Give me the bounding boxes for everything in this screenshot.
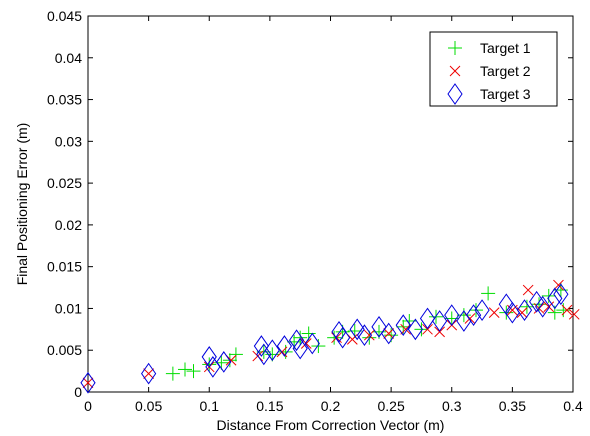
data-point (276, 335, 293, 357)
data-point (292, 337, 308, 360)
data-point (288, 329, 305, 352)
data-point (228, 347, 243, 362)
y-tick-label: 0 (74, 384, 82, 400)
data-point (469, 303, 483, 318)
data-point (300, 338, 312, 349)
x-tick-label: 0.4 (563, 398, 583, 414)
data-point (474, 299, 490, 321)
data-point (488, 307, 500, 318)
data-point (395, 314, 411, 337)
legend-label-target-1: Target 1 (480, 40, 531, 56)
legend-marker-3 (447, 83, 463, 105)
y-axis-label: Final Positioning Error (m) (14, 123, 30, 286)
data-point (516, 307, 528, 318)
data-point (201, 346, 217, 368)
x-tick-label: 0.2 (321, 398, 341, 414)
legend-markers (447, 41, 463, 105)
data-point (178, 362, 192, 377)
data-point (516, 299, 533, 321)
data-point (253, 335, 269, 357)
y-tick-label: 0.005 (47, 342, 82, 358)
data-point (543, 301, 555, 313)
data-point (371, 315, 387, 338)
data-point (535, 295, 551, 318)
x-tick-label: 0.15 (256, 398, 283, 414)
y-axis-ticks: 0 0.005 0.01 0.015 0.02 0.025 0.03 0.035 0.04 0.0… (47, 8, 573, 400)
x-tick-label: 0.1 (200, 398, 220, 414)
y-tick-label: 0.01 (55, 300, 82, 316)
x-tick-label: 0.05 (135, 398, 162, 414)
data-point (561, 304, 573, 316)
legend-marker-1 (448, 41, 462, 55)
data-point (556, 303, 571, 318)
data-point (465, 304, 482, 327)
data-point (327, 330, 342, 345)
data-point (335, 326, 351, 349)
legend-box (429, 31, 558, 107)
data-point (304, 332, 320, 355)
data-point (216, 351, 232, 373)
data-point (256, 343, 272, 366)
data-point (349, 318, 365, 341)
x-axis-label: Distance From Correction Vector (m) (217, 417, 445, 433)
data-point (568, 308, 580, 320)
data-point (141, 362, 157, 385)
x-tick-label: 0.3 (442, 398, 462, 414)
data-point (202, 357, 217, 372)
data-point (356, 324, 373, 347)
data-points (80, 279, 580, 394)
x-tick-label: 0.25 (378, 398, 405, 414)
data-point (400, 323, 412, 335)
data-point (186, 364, 201, 379)
data-point (82, 377, 94, 389)
data-point (363, 329, 375, 341)
y-tick-label: 0.015 (47, 259, 82, 275)
legend-label-target-2: Target 2 (480, 63, 531, 79)
data-point (414, 322, 429, 337)
data-point (407, 318, 423, 341)
data-point (499, 305, 514, 320)
y-tick-label: 0.03 (55, 133, 82, 149)
x-tick-label: 0.35 (499, 398, 526, 414)
data-point (383, 328, 395, 339)
data-point (522, 284, 534, 296)
data-point (519, 299, 534, 314)
data-point (264, 339, 280, 362)
data-point (553, 283, 569, 306)
data-point (165, 366, 180, 381)
x-tick-label: 0 (84, 398, 92, 414)
data-point (547, 287, 563, 310)
data-point (143, 368, 154, 379)
x-axis-ticks: 0 0.05 0.1 0.15 0.2 0.25 0.3 0.35 0.4 (84, 16, 583, 414)
data-point (432, 310, 448, 332)
legend-label-target-3: Target 3 (480, 86, 531, 102)
data-point (481, 286, 496, 301)
y-tick-label: 0.02 (55, 217, 82, 233)
data-point (504, 301, 520, 324)
legend: Target 1 Target 2 Target 3 (429, 31, 558, 107)
y-tick-label: 0.045 (47, 8, 82, 24)
y-tick-label: 0.025 (47, 175, 82, 191)
data-point (381, 322, 397, 345)
y-tick-label: 0.035 (47, 92, 82, 108)
data-point (419, 307, 436, 330)
legend-marker-2 (449, 65, 461, 77)
series-3 (80, 283, 569, 394)
y-tick-label: 0.04 (55, 50, 82, 66)
data-point (444, 304, 460, 327)
data-point (80, 371, 96, 394)
